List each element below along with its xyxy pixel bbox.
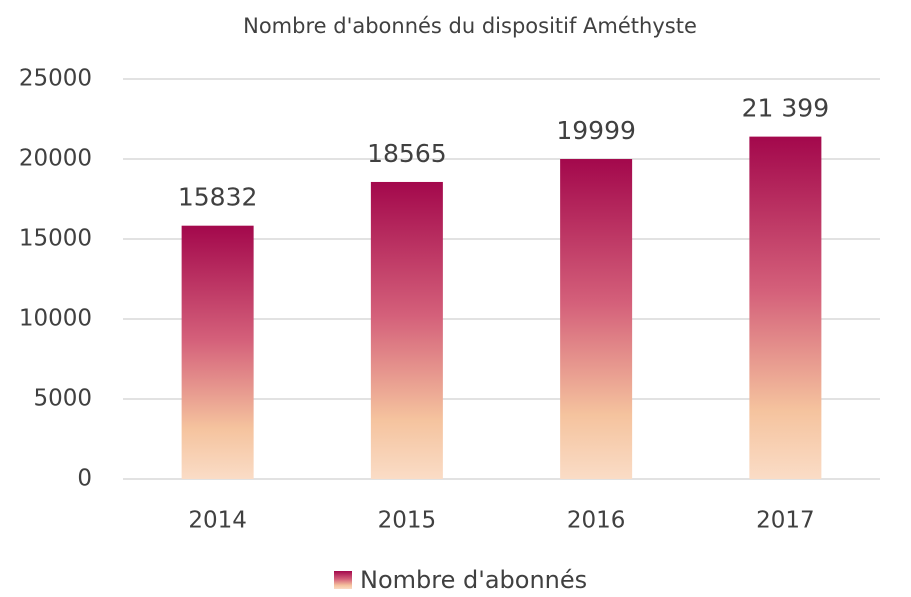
x-tick-label: 2014 [188, 508, 247, 534]
y-tick-label: 15000 [19, 226, 92, 252]
chart-title: Nombre d'abonnés du dispositif Améthyste [243, 14, 697, 38]
data-label: 19999 [556, 116, 636, 145]
bar [181, 225, 254, 479]
bar [749, 136, 822, 479]
legend-swatch [334, 571, 352, 589]
data-label: 18565 [367, 139, 447, 168]
y-tick-label: 0 [77, 466, 92, 492]
y-tick-label: 25000 [19, 66, 92, 92]
y-tick-label: 10000 [19, 306, 92, 332]
x-tick-label: 2017 [756, 508, 815, 534]
legend-label: Nombre d'abonnés [360, 566, 587, 593]
y-tick-label: 5000 [33, 386, 92, 412]
x-tick-label: 2015 [378, 508, 437, 534]
data-label: 21 399 [742, 94, 829, 123]
bar [560, 159, 633, 480]
x-tick-label: 2016 [567, 508, 626, 534]
y-tick-label: 20000 [19, 146, 92, 172]
data-label: 15832 [178, 183, 258, 212]
bar [370, 181, 443, 479]
